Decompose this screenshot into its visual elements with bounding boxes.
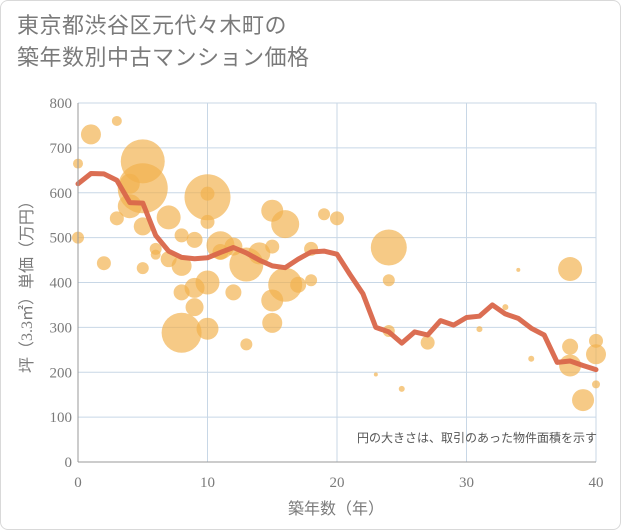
- data-bubble: [184, 174, 231, 221]
- x-tick-label: 40: [589, 475, 604, 491]
- data-bubble: [96, 256, 111, 271]
- y-tick-label: 600: [50, 186, 73, 202]
- data-bubble: [516, 267, 521, 272]
- x-tick-label: 10: [200, 475, 215, 491]
- y-tick-label: 500: [50, 231, 73, 247]
- trend-line-group: [75, 171, 599, 373]
- data-bubble: [111, 115, 122, 126]
- x-tick-label: 20: [330, 475, 345, 491]
- data-bubble: [589, 333, 603, 348]
- data-bubble: [109, 211, 124, 226]
- data-bubble: [592, 380, 600, 389]
- data-bubble: [330, 211, 344, 226]
- y-tick-label: 100: [50, 410, 73, 426]
- data-bubble: [171, 255, 192, 276]
- data-bubble: [185, 298, 204, 317]
- data-bubble: [290, 276, 307, 293]
- data-bubble: [305, 274, 318, 287]
- bubbles: [72, 115, 606, 412]
- data-bubble: [262, 312, 283, 333]
- data-bubble: [420, 335, 435, 350]
- data-bubble: [572, 389, 595, 412]
- x-axis-label: 築年数（年）: [288, 500, 384, 518]
- data-bubble: [133, 217, 152, 236]
- y-tick-label: 300: [50, 320, 73, 336]
- chart-title: 東京都渋谷区元代々木町の 築年数別中古マンション価格: [17, 11, 577, 75]
- chart-title-line-1: 東京都渋谷区元代々木町の: [17, 14, 288, 39]
- y-tick-label: 800: [50, 96, 73, 112]
- data-bubble: [398, 385, 405, 392]
- data-bubble: [382, 274, 395, 287]
- y-axis-label: 坪（3.3㎡）単価（万円）: [18, 193, 36, 373]
- data-bubble: [200, 214, 215, 229]
- data-bubble: [240, 338, 253, 351]
- axes: 0 100 200 300 400 500 600 700 800 0 10 20 30 40: [50, 96, 604, 491]
- data-bubble: [268, 267, 303, 302]
- size-annotation: 円の大きさは、取引のあった物件面積を示す: [357, 430, 597, 445]
- data-bubble: [558, 257, 583, 282]
- data-bubble: [271, 210, 300, 239]
- data-bubble: [586, 344, 606, 365]
- y-tick-label: 700: [50, 141, 73, 157]
- y-tick-label: 200: [50, 365, 73, 381]
- data-bubble: [80, 124, 101, 145]
- data-bubble: [156, 205, 181, 230]
- data-bubble: [528, 355, 535, 362]
- data-bubble: [150, 249, 161, 260]
- data-bubble: [161, 312, 202, 353]
- data-bubble: [562, 338, 579, 355]
- data-bubble: [186, 231, 203, 248]
- y-tick-label: 0: [65, 455, 73, 471]
- data-bubble: [174, 228, 189, 243]
- x-tick-label: 30: [459, 475, 474, 491]
- data-bubble: [136, 262, 149, 275]
- data-bubble: [373, 372, 378, 377]
- trend-line: [75, 171, 599, 373]
- data-bubble: [195, 270, 220, 295]
- chart-title-line-2: 築年数別中古マンション価格: [17, 46, 310, 71]
- data-bubble: [502, 304, 509, 311]
- data-bubble: [318, 208, 331, 221]
- data-bubble: [196, 317, 219, 340]
- x-tick-label: 0: [74, 475, 82, 491]
- y-tick-label: 400: [50, 276, 73, 292]
- data-bubble: [265, 239, 280, 254]
- data-bubble: [476, 326, 483, 333]
- data-bubble: [370, 229, 407, 266]
- data-bubble: [225, 284, 242, 301]
